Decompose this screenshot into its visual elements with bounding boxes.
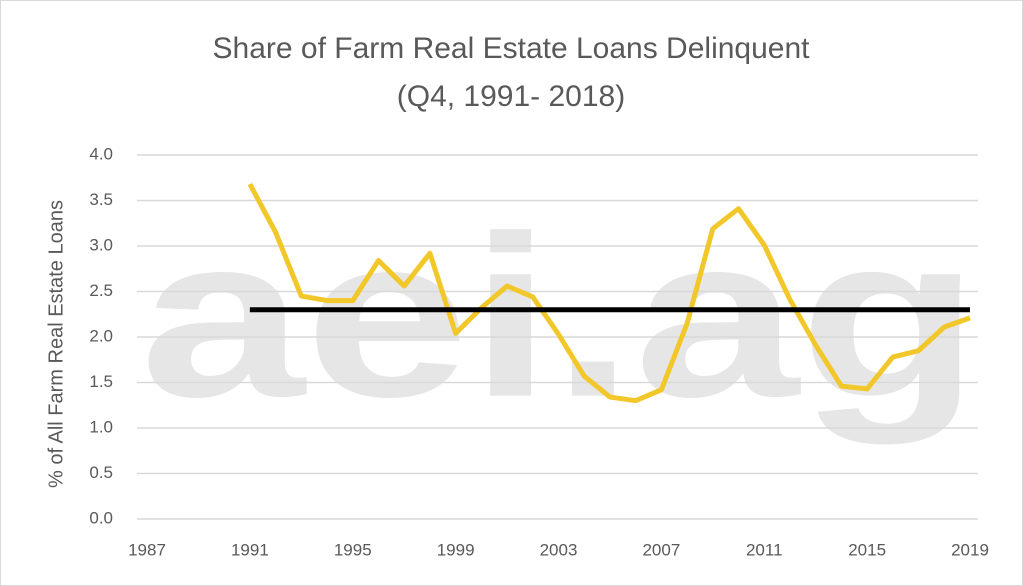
y-tick-label: 2.0 (89, 326, 113, 345)
x-tick-label: 2003 (540, 540, 578, 559)
x-tick-label: 1999 (437, 540, 475, 559)
x-tick-label: 2019 (951, 540, 989, 559)
chart-subtitle: (Q4, 1991- 2018) (397, 80, 625, 113)
y-tick-label: 3.5 (89, 190, 113, 209)
watermark: aei.ag (140, 188, 980, 445)
x-tick-label: 2011 (746, 540, 783, 559)
series-line (247, 182, 971, 404)
y-tick-label: 1.0 (89, 417, 113, 436)
y-tick-label: 4.0 (89, 144, 113, 163)
y-axis-label: % of All Farm Real Estate Loans (45, 200, 67, 488)
chart-title: Share of Farm Real Estate Loans Delinque… (213, 32, 811, 65)
y-tick-label: 1.5 (89, 372, 113, 391)
x-tick-label: 2007 (642, 540, 680, 559)
y-tick-label: 0.5 (89, 463, 113, 482)
y-tick-label: 2.5 (89, 281, 113, 300)
x-tick-label: 1995 (334, 540, 372, 559)
y-tick-label: 3.0 (89, 235, 113, 254)
x-tick-label: 1991 (231, 540, 269, 559)
x-tick-label: 2015 (848, 540, 886, 559)
y-tick-label: 0.0 (89, 508, 113, 527)
x-tick-label: 1987 (128, 540, 166, 559)
